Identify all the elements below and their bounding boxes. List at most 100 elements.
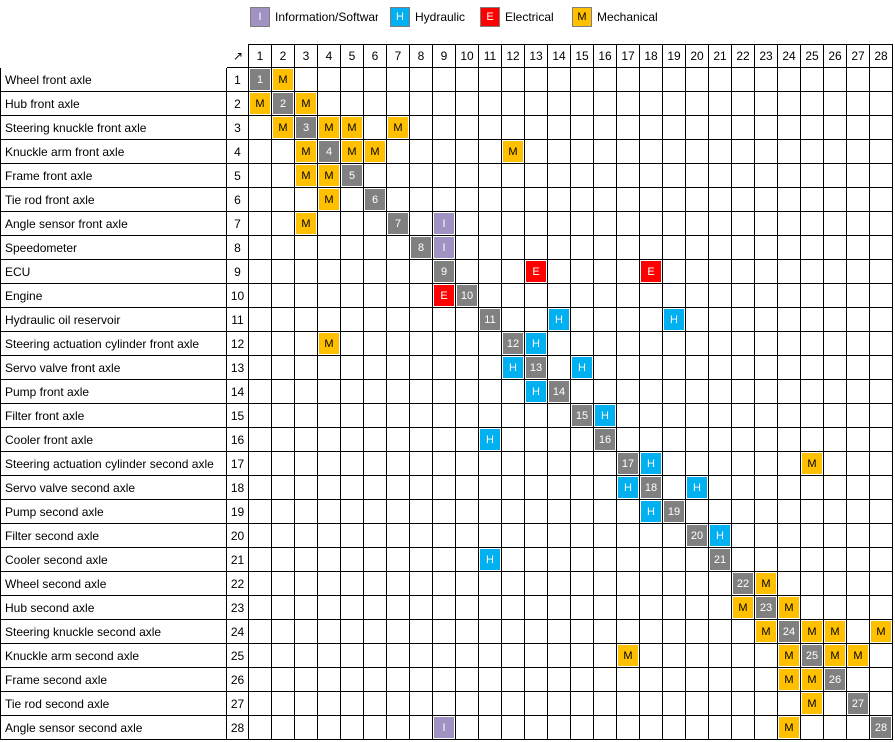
matrix-cell: M [364,140,387,164]
matrix-cell [272,500,295,524]
dependency-mark-mechanical: M [756,573,776,594]
matrix-cell [341,236,364,260]
matrix-cell [778,140,801,164]
matrix-cell [341,668,364,692]
matrix-cell: 18 [640,476,663,500]
matrix-cell [801,68,824,92]
diagonal-cell: 4 [319,141,339,162]
diagonal-cell: 22 [733,573,753,594]
matrix-cell [847,332,870,356]
matrix-cell: 5 [341,164,364,188]
matrix-cell [548,260,571,284]
matrix-cell [732,92,755,116]
legend-item-electrical: E Electrical [480,7,565,27]
matrix-cell [341,548,364,572]
matrix-cell [617,620,640,644]
diagonal-cell: 26 [825,669,845,690]
matrix-cell [617,572,640,596]
matrix-cell: 19 [663,500,686,524]
matrix-cell [755,188,778,212]
matrix-cell: H [640,500,663,524]
matrix-cell [364,596,387,620]
matrix-cell [847,716,870,740]
matrix-cell [525,596,548,620]
matrix-cell [732,332,755,356]
diagonal-cell: 19 [664,501,684,522]
matrix-cell [456,212,479,236]
matrix-cell [824,548,847,572]
matrix-cell [870,164,893,188]
matrix-cell [295,644,318,668]
dependency-mark-mechanical: M [250,93,270,114]
matrix-cell [456,668,479,692]
matrix-cell [341,620,364,644]
matrix-cell [433,644,456,668]
matrix-cell: 24 [778,620,801,644]
matrix-cell: M [341,116,364,140]
matrix-cell [364,212,387,236]
matrix-cell [249,284,272,308]
matrix-cell [571,380,594,404]
matrix-cell [594,548,617,572]
matrix-cell [709,572,732,596]
matrix-cell [617,668,640,692]
matrix-cell [502,428,525,452]
matrix-cell: 14 [548,380,571,404]
matrix-cell [732,716,755,740]
matrix-cell [732,236,755,260]
matrix-cell [571,140,594,164]
matrix-cell: 10 [456,284,479,308]
row-label: Frame second axle [0,668,227,692]
matrix-cell [778,116,801,140]
matrix-cell [295,692,318,716]
matrix-cell [594,308,617,332]
matrix-cell [640,284,663,308]
matrix-cell [801,260,824,284]
matrix-cell [663,620,686,644]
row-number: 7 [227,212,249,236]
matrix-cell: M [318,116,341,140]
matrix-cell [341,572,364,596]
matrix-cell [824,692,847,716]
matrix-cell [502,476,525,500]
row-label: Steering actuation cylinder front axle [0,332,227,356]
matrix-cell [525,116,548,140]
matrix-cell [801,356,824,380]
matrix-cell [686,188,709,212]
matrix-cell [824,428,847,452]
dependency-mark-mechanical: M [342,117,362,138]
dependency-mark-mechanical: M [319,333,339,354]
matrix-cell [341,356,364,380]
matrix-cell [387,716,410,740]
matrix-cell [479,68,502,92]
matrix-cell: I [433,212,456,236]
matrix-cell [525,716,548,740]
matrix-cell [870,236,893,260]
matrix-cell [410,404,433,428]
matrix-cell [295,236,318,260]
matrix-cell: 6 [364,188,387,212]
matrix-cell [364,332,387,356]
matrix-cell [709,380,732,404]
matrix-cell [318,668,341,692]
matrix-cell [640,92,663,116]
matrix-cell [870,188,893,212]
dependency-mark-mechanical: M [503,141,523,162]
matrix-cell [571,164,594,188]
matrix-cell [870,332,893,356]
dependency-mark-mechanical: M [756,621,776,642]
matrix-cell [387,500,410,524]
row-label: Cooler second axle [0,548,227,572]
row-number: 5 [227,164,249,188]
matrix-cell [525,620,548,644]
matrix-cell [663,356,686,380]
matrix-cell [663,476,686,500]
matrix-cell [479,668,502,692]
matrix-cell [824,596,847,620]
matrix-cell [387,692,410,716]
dependency-mark-electrical: E [641,261,661,282]
dependency-mark-hydraulic: H [641,453,661,474]
matrix-cell [870,140,893,164]
matrix-cell [640,332,663,356]
matrix-cell [732,476,755,500]
